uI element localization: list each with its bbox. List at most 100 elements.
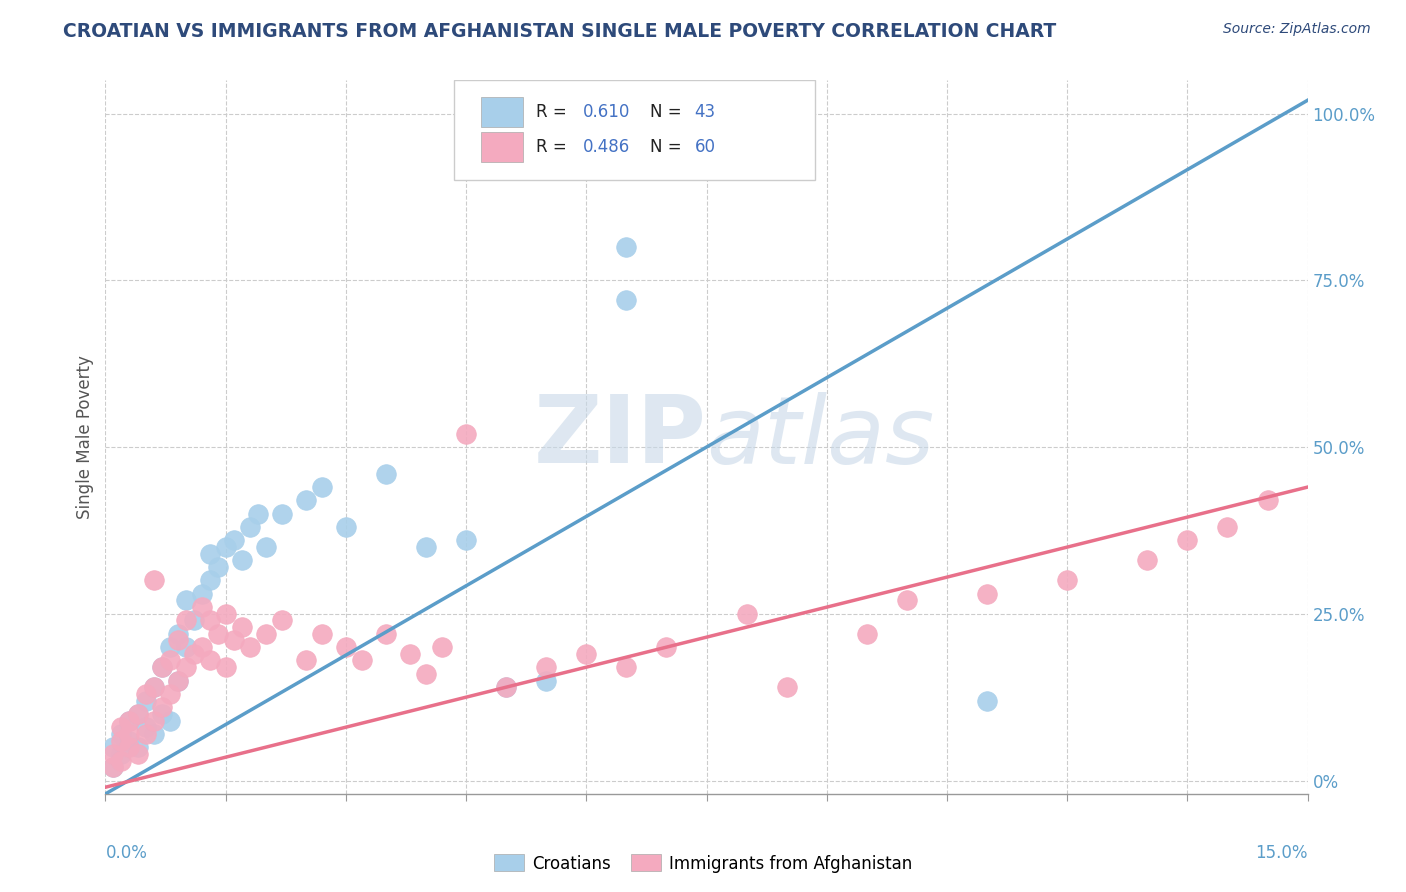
- Point: [198, 574, 221, 588]
- Text: 43: 43: [695, 103, 716, 120]
- Point: [166, 627, 188, 641]
- Point: [127, 706, 149, 721]
- Point: [1257, 493, 1279, 508]
- Point: [495, 680, 517, 694]
- Point: [335, 520, 357, 534]
- Text: N =: N =: [650, 103, 688, 120]
- Point: [159, 653, 181, 667]
- Text: 60: 60: [695, 138, 716, 156]
- Point: [295, 653, 318, 667]
- Point: [110, 727, 132, 741]
- Point: [495, 680, 517, 694]
- Point: [335, 640, 357, 655]
- Point: [142, 574, 165, 588]
- Point: [735, 607, 758, 621]
- Point: [174, 593, 197, 607]
- Y-axis label: Single Male Poverty: Single Male Poverty: [76, 355, 94, 519]
- Point: [655, 640, 678, 655]
- FancyBboxPatch shape: [454, 80, 814, 180]
- Point: [159, 714, 181, 728]
- Point: [150, 660, 173, 674]
- Point: [174, 640, 197, 655]
- Point: [1216, 520, 1239, 534]
- Point: [190, 640, 212, 655]
- Point: [103, 760, 125, 774]
- Point: [110, 720, 132, 734]
- Point: [110, 754, 132, 768]
- Point: [135, 687, 157, 701]
- Point: [239, 520, 262, 534]
- Point: [118, 727, 141, 741]
- Point: [575, 647, 598, 661]
- FancyBboxPatch shape: [481, 132, 523, 162]
- Point: [190, 587, 212, 601]
- Point: [190, 600, 212, 615]
- Point: [896, 593, 918, 607]
- Point: [430, 640, 453, 655]
- Point: [166, 673, 188, 688]
- Point: [118, 714, 141, 728]
- Point: [295, 493, 318, 508]
- Point: [855, 627, 877, 641]
- Point: [198, 547, 221, 561]
- Point: [616, 660, 638, 674]
- Point: [118, 740, 141, 755]
- Point: [127, 740, 149, 755]
- Point: [534, 673, 557, 688]
- Legend: Croatians, Immigrants from Afghanistan: Croatians, Immigrants from Afghanistan: [486, 847, 920, 880]
- Point: [183, 614, 205, 628]
- Text: R =: R =: [536, 103, 572, 120]
- Text: CROATIAN VS IMMIGRANTS FROM AFGHANISTAN SINGLE MALE POVERTY CORRELATION CHART: CROATIAN VS IMMIGRANTS FROM AFGHANISTAN …: [63, 22, 1056, 41]
- Point: [311, 480, 333, 494]
- Point: [103, 747, 125, 761]
- Point: [616, 240, 638, 254]
- Text: ZIP: ZIP: [534, 391, 707, 483]
- Point: [246, 507, 269, 521]
- Point: [399, 647, 422, 661]
- Point: [166, 673, 188, 688]
- Point: [110, 747, 132, 761]
- Point: [150, 660, 173, 674]
- Text: Source: ZipAtlas.com: Source: ZipAtlas.com: [1223, 22, 1371, 37]
- Point: [1177, 533, 1199, 548]
- Point: [976, 693, 998, 707]
- Text: 0.0%: 0.0%: [105, 844, 148, 862]
- Point: [142, 714, 165, 728]
- Point: [118, 733, 141, 747]
- Point: [207, 560, 229, 574]
- Point: [1056, 574, 1078, 588]
- Point: [207, 627, 229, 641]
- Point: [159, 687, 181, 701]
- Point: [198, 653, 221, 667]
- Point: [135, 720, 157, 734]
- Point: [254, 540, 277, 554]
- Point: [222, 633, 245, 648]
- FancyBboxPatch shape: [481, 96, 523, 127]
- Point: [415, 666, 437, 681]
- Point: [231, 620, 253, 634]
- Point: [198, 614, 221, 628]
- Point: [616, 293, 638, 308]
- Point: [135, 693, 157, 707]
- Point: [454, 426, 477, 441]
- Point: [127, 706, 149, 721]
- Point: [231, 553, 253, 567]
- Point: [350, 653, 373, 667]
- Text: atlas: atlas: [707, 392, 935, 483]
- Point: [110, 733, 132, 747]
- Point: [976, 587, 998, 601]
- Text: 15.0%: 15.0%: [1256, 844, 1308, 862]
- Point: [214, 607, 236, 621]
- Point: [174, 614, 197, 628]
- Point: [254, 627, 277, 641]
- Point: [534, 660, 557, 674]
- Point: [150, 706, 173, 721]
- Text: 0.486: 0.486: [582, 138, 630, 156]
- Point: [239, 640, 262, 655]
- Point: [374, 627, 398, 641]
- Point: [174, 660, 197, 674]
- Point: [454, 533, 477, 548]
- Point: [222, 533, 245, 548]
- Point: [1136, 553, 1159, 567]
- Point: [127, 747, 149, 761]
